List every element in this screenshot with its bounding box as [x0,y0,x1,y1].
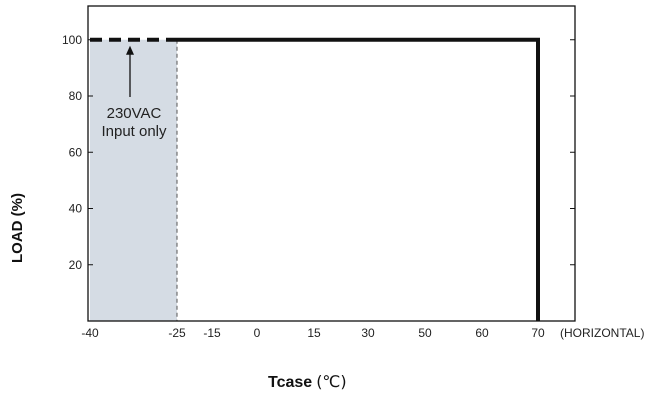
axis-label-layer: (HORIZONTAL) LOAD (%) Tcase (℃) [9,193,644,391]
x-tick-label: 60 [475,326,489,340]
y-tick-label: 100 [62,33,82,47]
y-tick-label: 80 [69,89,83,103]
x-tick-label: -40 [81,326,99,340]
x-axis-label-text: Tcase [268,374,312,391]
y-tick-label: 40 [69,202,83,216]
x-tick-label: -15 [203,326,221,340]
shaded-region [90,39,177,321]
shaded-region-layer [90,39,178,321]
annotation-arrow-head [126,45,134,55]
x-tick-label: -25 [168,326,186,340]
plot-frame-layer [87,5,576,322]
plot-frame [87,5,576,322]
series-line-solid [177,37,540,321]
x-tick-label: 30 [361,326,375,340]
x-tick-label: 70 [531,326,545,340]
y-tick-label: 20 [69,258,83,272]
x-orientation-note: (HORIZONTAL) [560,326,644,340]
x-tick-label: 0 [254,326,261,340]
annotation-text-line: Input only [101,123,167,140]
y-tick-label: 60 [69,145,83,159]
x-tick-label: 15 [307,326,321,340]
x-tick-label: 50 [418,326,432,340]
series-layer [90,37,540,321]
tick-layer: 20 40 60 80 100 -40 -25 -15 0 15 30 50 60 70 [62,33,575,340]
x-axis-label: Tcase (℃) [268,372,347,391]
x-axis-unit: (℃) [316,372,346,391]
annotation-text-line: 230VAC [107,105,162,122]
y-axis-label: LOAD (%) [9,193,26,263]
